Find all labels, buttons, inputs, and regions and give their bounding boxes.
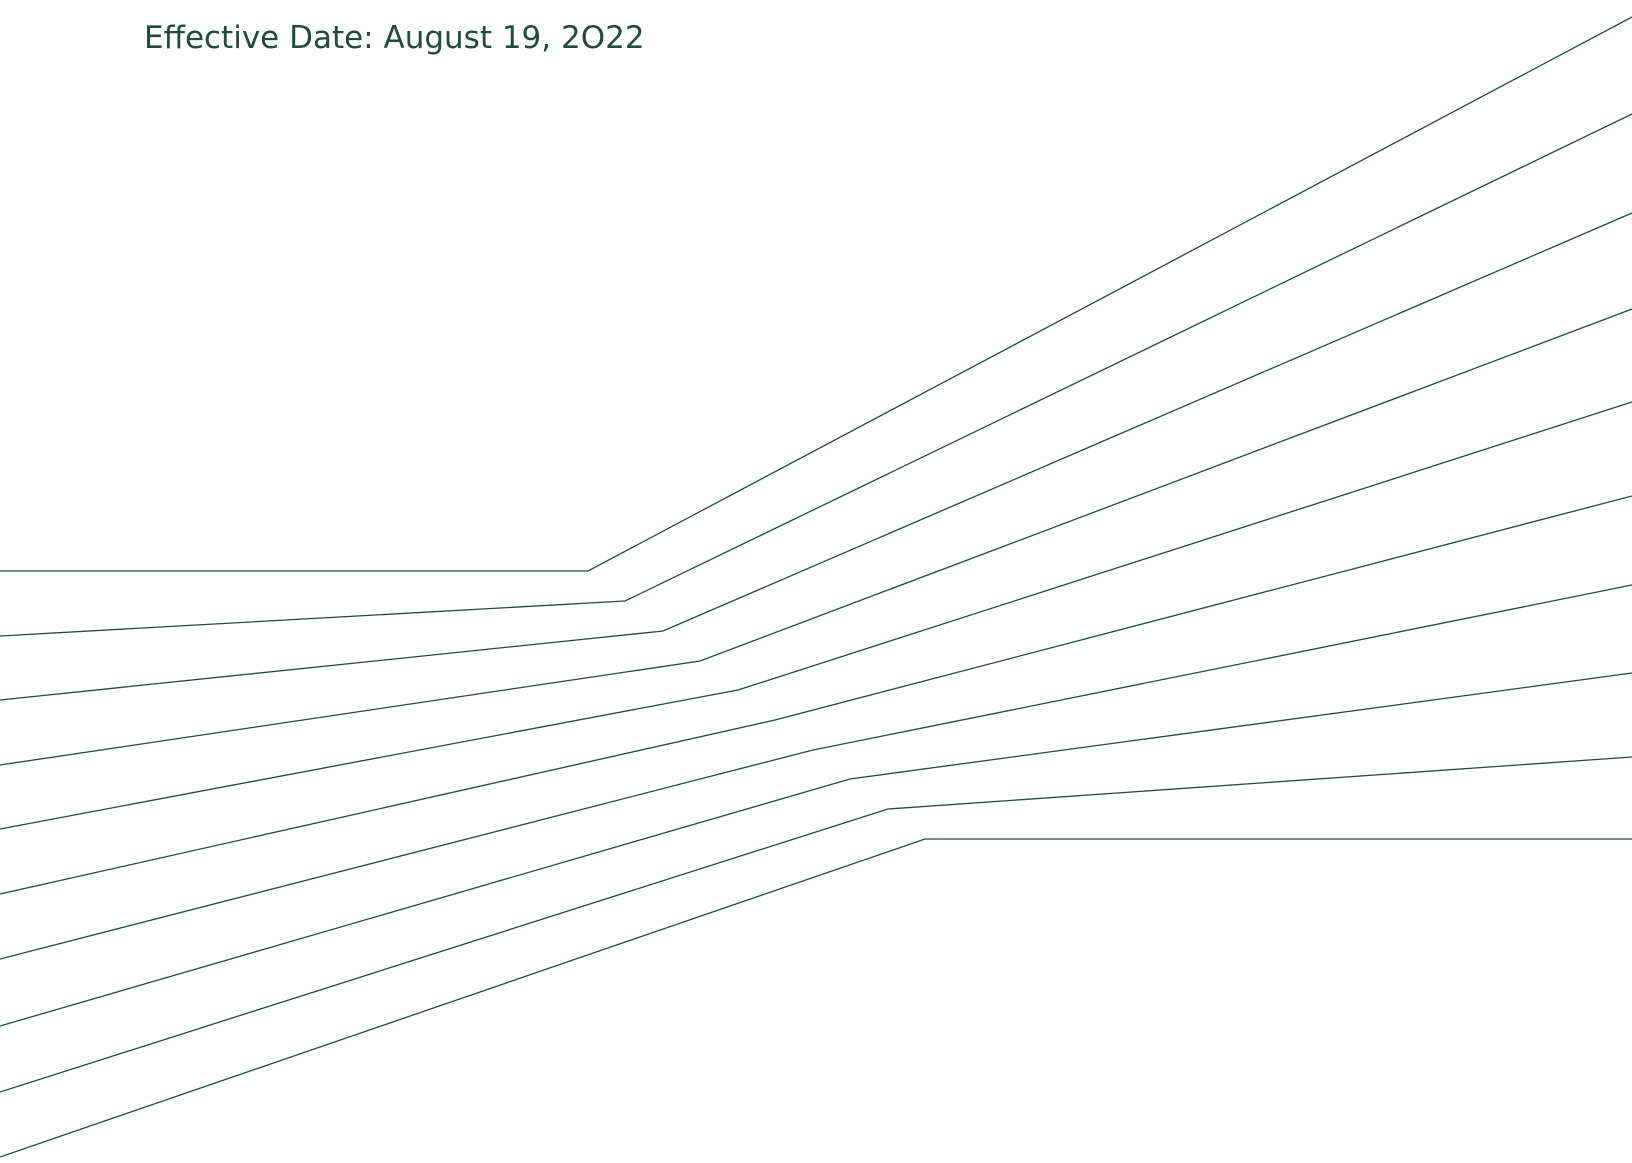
decorative-line-2	[0, 113, 1632, 637]
decorative-line-1	[0, 16, 1632, 572]
decorative-line-8	[0, 672, 1632, 1027]
decorative-line-9	[0, 756, 1632, 1093]
decorative-line-4	[0, 308, 1632, 766]
decorative-line-7	[0, 584, 1632, 960]
line-group	[0, 16, 1632, 1158]
decorative-line-3	[0, 212, 1632, 701]
decorative-line-6	[0, 495, 1632, 895]
decorative-line-10	[0, 838, 1632, 1158]
decorative-line-5	[0, 401, 1632, 830]
effective-date-text: Effective Date: August 19, 2O22	[144, 20, 645, 56]
